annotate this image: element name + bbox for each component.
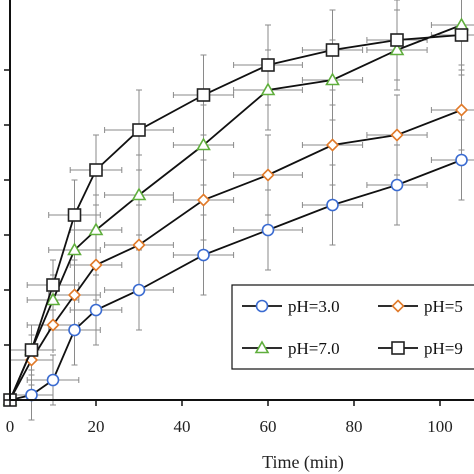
legend-marker-diamond (391, 299, 405, 313)
legend: pH=3.0 pH=5 pH=7.0 pH=9 (231, 284, 474, 370)
data-point-square (24, 343, 39, 357)
data-point-diamond (454, 103, 469, 117)
legend-label: pH=9 (424, 339, 463, 358)
axis-ticks: 0 20 40 60 80 100 (4, 69, 453, 436)
legend-label: pH=5 (424, 297, 463, 316)
x-tick-label: 0 (6, 417, 15, 436)
plot-area (2, 0, 474, 421)
data-point-circle (455, 153, 468, 167)
x-axis-title: Time (min) (262, 452, 344, 473)
legend-item: pH=5 (378, 297, 463, 316)
data-point-circle (68, 323, 81, 337)
data-point-circle (326, 198, 339, 212)
data-point-triangle (196, 137, 211, 151)
legend-item: pH=9 (378, 339, 463, 358)
data-point-square (89, 163, 103, 177)
data-point-square (325, 43, 340, 57)
data-point-diamond (390, 128, 404, 142)
data-point-circle (390, 178, 404, 192)
data-point-circle (261, 223, 275, 237)
data-point-triangle (88, 222, 104, 236)
data-point-diamond (89, 258, 103, 272)
data-point-square (261, 58, 275, 72)
legend-marker-circle (255, 299, 269, 313)
data-point-triangle (325, 72, 340, 86)
data-point-circle (89, 303, 103, 317)
x-tick-label: 80 (346, 417, 363, 436)
legend-label: pH=3.0 (288, 297, 340, 316)
data-point-circle (25, 388, 38, 402)
data-point-square (390, 33, 404, 47)
legend-marker-square (391, 341, 405, 355)
x-tick-label: 60 (260, 417, 277, 436)
data-point-diamond (67, 288, 82, 302)
legend-item: pH=3.0 (242, 297, 340, 316)
data-point-diamond (325, 138, 340, 152)
data-point-square (454, 28, 469, 42)
data-point-triangle (131, 187, 147, 201)
legend-box (231, 284, 474, 370)
data-point-diamond (261, 168, 275, 182)
data-point-square (196, 88, 211, 102)
data-point-square (67, 208, 82, 222)
legend-label: pH=7.0 (288, 339, 340, 358)
data-point-diamond (196, 193, 211, 207)
series-pH=5 (3, 103, 469, 407)
data-point-square (46, 278, 60, 292)
data-point-triangle (389, 42, 405, 56)
legend-marker-triangle (254, 340, 270, 354)
data-point-triangle (67, 242, 82, 256)
legend-item: pH=7.0 (242, 339, 340, 358)
x-tick-label: 40 (174, 417, 191, 436)
data-point-triangle (260, 82, 276, 96)
data-point-triangle (45, 292, 61, 306)
data-point-diamond (46, 318, 60, 332)
x-tick-label: 20 (88, 417, 105, 436)
x-tick-label: 100 (427, 417, 453, 436)
data-point-circle (46, 373, 60, 387)
data-point-circle (197, 248, 210, 262)
data-point-circle (132, 283, 146, 297)
data-point-diamond (132, 238, 146, 252)
data-point-square (132, 123, 146, 137)
